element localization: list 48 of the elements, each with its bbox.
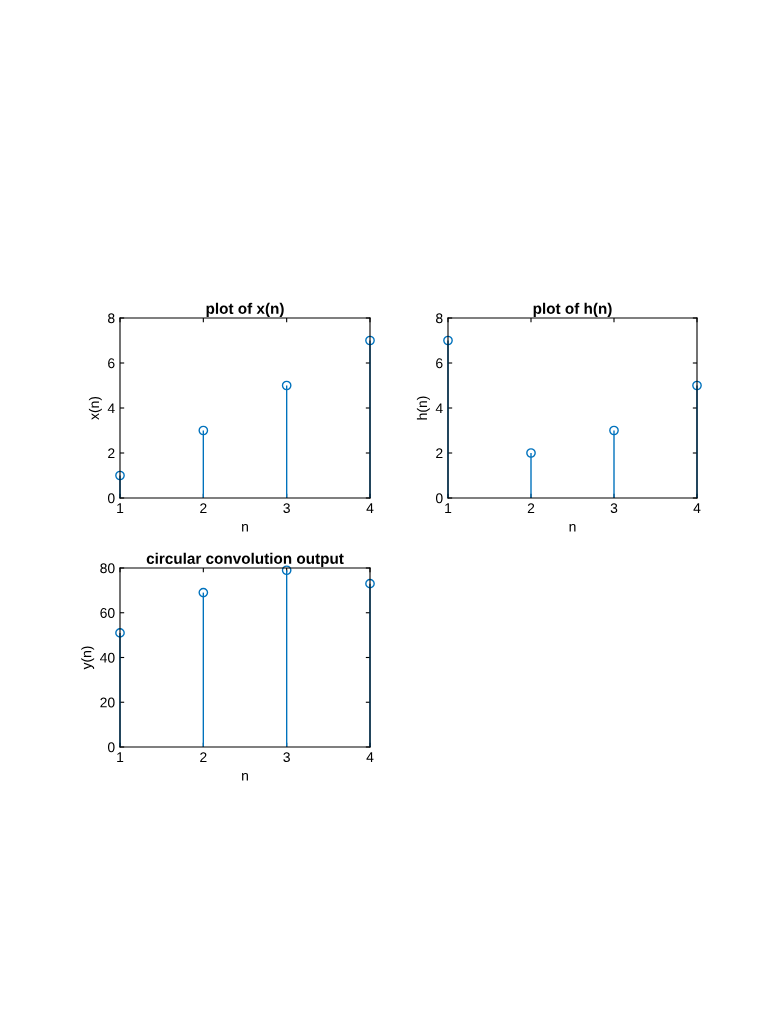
point (609, 425, 619, 436)
x-tick-label: 4 (693, 503, 701, 513)
x-tick-label: 2 (527, 503, 535, 513)
y-tick-label: 4 (107, 403, 115, 414)
y-tick-label: 80 (100, 563, 115, 574)
point (198, 587, 209, 598)
y-tick-label: 0 (107, 742, 115, 753)
point (365, 335, 375, 346)
y-tick-label: 20 (100, 697, 115, 708)
x-tick-label: 2 (200, 752, 207, 762)
y-axis-title: h(n) (416, 396, 430, 420)
x-tick-label: 1 (445, 503, 452, 513)
point (115, 470, 125, 481)
y-tick-label: 0 (435, 493, 443, 504)
x-tick-label: 1 (117, 752, 124, 762)
x-tick-label: 1 (117, 503, 124, 513)
point (115, 628, 125, 638)
y-tick-label: 40 (100, 652, 115, 663)
y-tick-label: 2 (108, 448, 115, 459)
point (281, 565, 292, 576)
y-tick-label: 60 (100, 608, 115, 618)
y-tick-label: 6 (436, 358, 443, 369)
y-tick-label: 0 (107, 493, 115, 504)
point (526, 448, 536, 458)
point (281, 380, 292, 391)
y-tick-label: 6 (108, 358, 115, 369)
point (365, 578, 375, 589)
x-tick-label: 2 (200, 503, 207, 513)
point (443, 335, 453, 346)
x-tick-label: 4 (366, 503, 374, 513)
y-tick-label: 4 (435, 403, 443, 414)
chart-title: plot of h(n) (533, 302, 612, 317)
x-axis-title: n (242, 523, 248, 532)
x-tick-label: 3 (283, 752, 290, 763)
x-tick-label: 4 (366, 752, 374, 762)
point (198, 425, 209, 436)
y-tick-label: 2 (436, 448, 443, 459)
point (692, 380, 702, 391)
x-axis-title: n (242, 772, 248, 781)
x-tick-label: 3 (610, 503, 618, 514)
y-tick-label: 8 (108, 313, 115, 324)
chart-title: plot of x(n) (206, 302, 284, 317)
chart-title: circular convolution output (146, 552, 344, 567)
x-tick-label: 3 (283, 503, 290, 514)
y-axis-title: y(n) (81, 646, 95, 670)
y-axis-title: x(n) (88, 396, 102, 420)
x-axis-title: n (569, 523, 576, 532)
y-tick-label: 8 (436, 313, 443, 324)
